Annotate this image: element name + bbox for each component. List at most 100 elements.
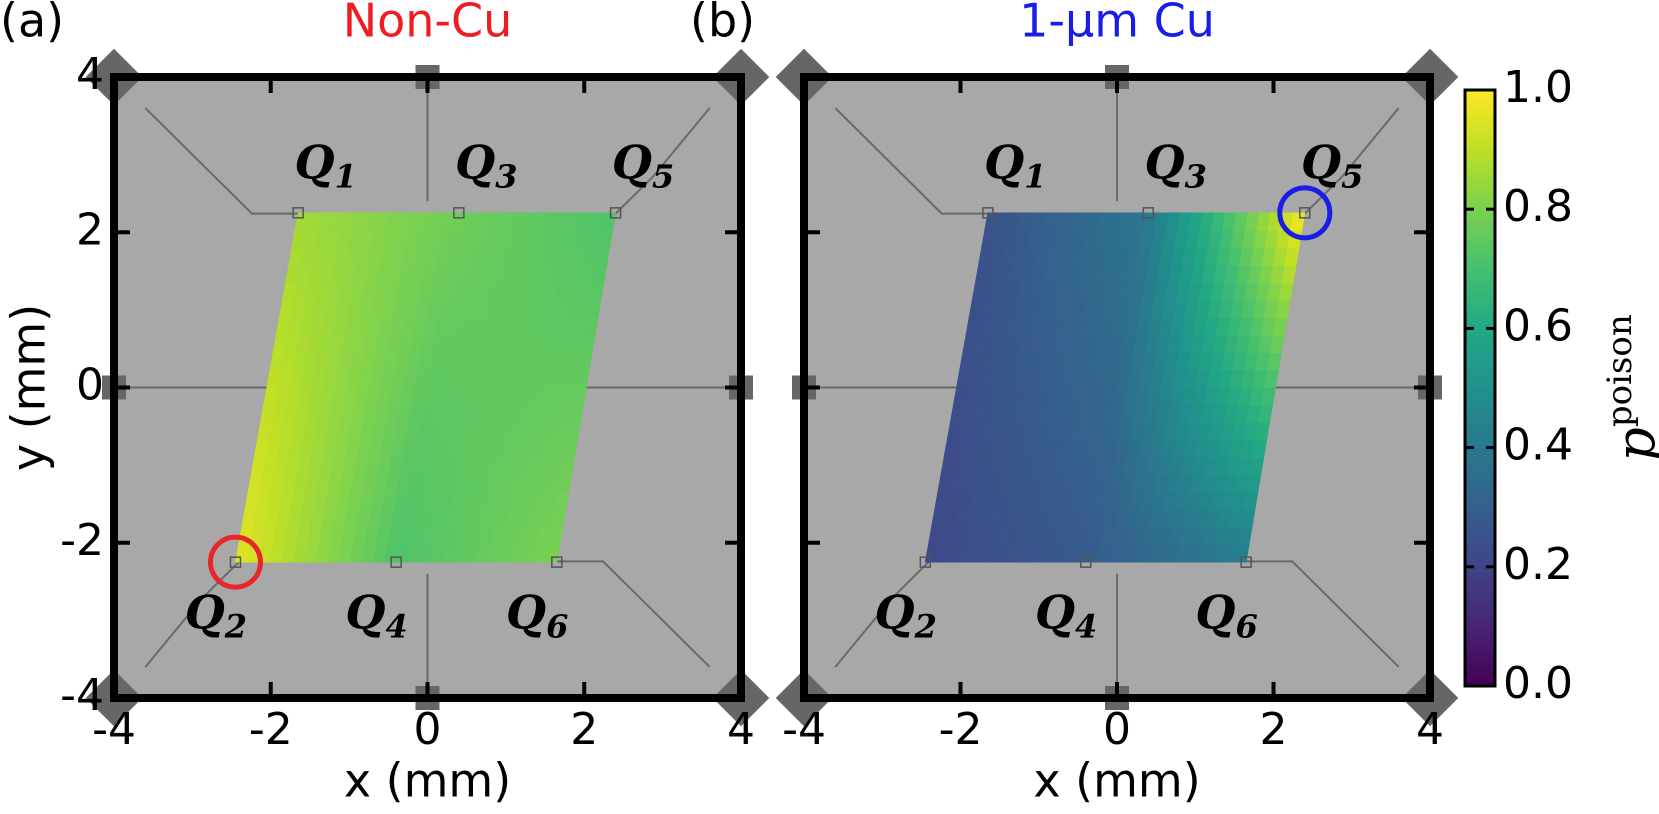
colorbar-cell: [1465, 397, 1495, 404]
qubit-pad: [453, 207, 465, 219]
qubit-pad: [390, 556, 402, 568]
colorbar-cell: [1465, 527, 1495, 533]
colorbar-cell: [1465, 323, 1495, 329]
colorbar-label: ppoison: [1600, 314, 1659, 462]
qubit-symbol: Q: [875, 585, 915, 639]
colorbar-cell: [1465, 328, 1495, 334]
colorbar-tick-label: 0.0: [1503, 658, 1573, 709]
qubit-pad: [1142, 207, 1155, 219]
heat-cell: [1248, 456, 1265, 476]
colorbar-cell: [1465, 467, 1495, 474]
chart-title: Non-Cu: [343, 0, 513, 48]
colorbar-cell: [1465, 154, 1495, 161]
colorbar-cell: [1465, 243, 1495, 250]
colorbar-cell: [1465, 556, 1495, 563]
heat-cell: [1266, 352, 1282, 371]
heat-cell: [594, 247, 611, 266]
x-tick-label: 0: [414, 704, 442, 755]
x-tick-label: -2: [249, 704, 293, 755]
heat-cell: [580, 334, 596, 353]
chip-trace: [552, 560, 711, 668]
colorbar-cell: [1465, 159, 1495, 166]
colorbar-cell: [1465, 606, 1495, 613]
colorbar-tick-label: 0.2: [1503, 539, 1573, 590]
qubit-pad: [551, 556, 563, 568]
colorbar-cell: [1465, 378, 1495, 384]
heat-cell: [1269, 334, 1285, 353]
heat-cell: [1272, 317, 1288, 336]
qubit-symbol: Q: [185, 585, 225, 639]
colorbar-cell: [1465, 551, 1495, 558]
colorbar-cell: [1465, 681, 1495, 687]
chip-trace: [144, 107, 303, 215]
colorbar-cell: [1465, 179, 1495, 185]
y-tick-label: 0: [76, 360, 104, 411]
qubit-label: Q5: [1301, 135, 1363, 195]
colorbar-cell: [1465, 477, 1495, 483]
qubit-index: 3: [495, 157, 517, 195]
heat-cell: [1290, 212, 1306, 231]
colorbar-cell: [1465, 229, 1495, 235]
colorbar-cell: [1465, 343, 1495, 349]
colorbar-cell: [1465, 541, 1495, 548]
x-tick-label: -2: [939, 704, 983, 755]
panel-label: (b): [690, 0, 755, 48]
colorbar-tick-label: 0.4: [1503, 420, 1573, 471]
colorbar-cell: [1465, 402, 1495, 409]
heat-cell: [1245, 474, 1262, 493]
colorbar-cell: [1465, 99, 1495, 106]
colorbar-cell: [1465, 388, 1495, 394]
chip-trace: [144, 560, 241, 668]
colorbar-tick-label: 1.0: [1503, 62, 1573, 113]
colorbar-cell: [1465, 293, 1495, 300]
heat-cell: [1284, 247, 1300, 266]
colorbar-cell: [1465, 144, 1495, 151]
chart-title: 1-μm Cu: [1019, 0, 1215, 48]
chip-trace: [834, 560, 930, 668]
qubit-label: Q3: [1145, 135, 1207, 195]
colorbar-cell: [1465, 94, 1495, 101]
colorbar-cell: [1465, 507, 1495, 513]
colorbar-cell: [1465, 601, 1495, 608]
heat-cell: [577, 352, 593, 371]
qubit-label: Q1: [294, 135, 356, 195]
colorbar-cell: [1465, 169, 1495, 176]
colorbar-cell: [1465, 268, 1495, 275]
qubit-label: Q2: [185, 585, 247, 645]
heat-cell: [1275, 299, 1291, 319]
qubit-pad: [609, 207, 622, 219]
colorbar-cell: [1465, 234, 1495, 240]
y-tick-label: -2: [60, 515, 104, 566]
colorbar-cell: [1465, 427, 1495, 434]
colorbar-cell: [1465, 253, 1495, 260]
colorbar-cell: [1465, 283, 1495, 290]
colorbar-cell: [1465, 566, 1495, 573]
heat-cell: [1278, 282, 1294, 301]
colorbar-cell: [1465, 263, 1495, 270]
colorbar-cell: [1465, 656, 1495, 662]
heat-cell: [559, 456, 575, 476]
colorbar-cell: [1465, 184, 1495, 190]
qubit-pad: [982, 207, 994, 219]
colorbar-cell: [1465, 571, 1495, 578]
colorbar-cell: [1465, 353, 1495, 359]
qubit-label: Q5: [612, 135, 674, 195]
colorbar-cell: [1465, 308, 1495, 315]
heat-cell: [1260, 387, 1276, 406]
heat-cell: [583, 317, 599, 336]
colorbar-cell: [1465, 368, 1495, 374]
colorbar-cell: [1465, 417, 1495, 424]
colorbar-cell: [1465, 671, 1495, 677]
colorbar-cell: [1465, 358, 1495, 364]
x-tick-label: -4: [92, 704, 136, 755]
heat-cell: [571, 387, 587, 406]
colorbar-tick-label: 0.8: [1503, 181, 1573, 232]
heat-cell: [574, 369, 590, 388]
colorbar-cell: [1465, 303, 1495, 310]
colorbar-cell: [1465, 576, 1495, 583]
heat-cell: [1237, 526, 1253, 546]
heat-cell: [553, 491, 570, 511]
x-axis-label: x (mm): [1033, 754, 1200, 808]
heat-cell: [1240, 509, 1256, 528]
colorbar-cell: [1465, 288, 1495, 295]
